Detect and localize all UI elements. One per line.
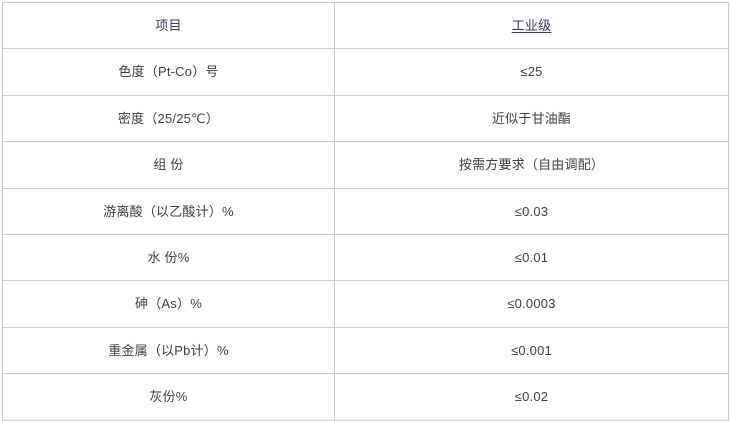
column-header-grade-label: 工业级 — [511, 17, 552, 33]
cell-grade: ≤0.03 — [334, 188, 729, 235]
cell-item: 灰份% — [2, 373, 335, 421]
cell-item: 游离酸（以乙酸计）% — [2, 188, 335, 235]
cell-item-text: 组 份 — [153, 157, 184, 173]
cell-item-text: 重金属（以Pb计）% — [108, 342, 229, 358]
cell-item: 水 份% — [2, 234, 335, 282]
column-header-item: 项目 — [2, 2, 335, 50]
cell-grade: 按需方要求（自由调配） — [334, 141, 729, 189]
table-row: 色度（Pt-Co）号 ≤25 — [2, 48, 729, 96]
cell-item-text: 密度（25/25℃） — [117, 110, 220, 126]
table-row: 重金属（以Pb计）% ≤0.001 — [2, 327, 729, 375]
cell-grade-text: 近似于甘油酯 — [491, 110, 572, 126]
cell-grade: ≤0.01 — [334, 234, 729, 282]
cell-item: 重金属（以Pb计）% — [2, 327, 335, 375]
cell-item-text: 灰份% — [149, 389, 188, 405]
table-row: 密度（25/25℃） 近似于甘油酯 — [2, 95, 729, 143]
cell-item-text: 游离酸（以乙酸计）% — [103, 203, 234, 219]
cell-item-text: 色度（Pt-Co）号 — [118, 64, 219, 80]
table-row: 游离酸（以乙酸计）% ≤0.03 — [2, 188, 729, 235]
table-row: 水 份% ≤0.01 — [2, 234, 729, 282]
column-header-grade: 工业级 — [334, 2, 729, 50]
cell-grade-text: ≤0.001 — [511, 342, 552, 358]
cell-item: 组 份 — [2, 141, 335, 189]
table-header-row: 项目 工业级 — [2, 2, 729, 50]
cell-grade: ≤0.02 — [334, 373, 729, 421]
cell-grade-text: ≤0.0003 — [507, 296, 556, 312]
cell-grade-text: ≤0.03 — [514, 203, 549, 219]
column-header-item-label: 项目 — [155, 17, 182, 33]
cell-item: 密度（25/25℃） — [2, 95, 335, 143]
cell-grade: ≤0.001 — [334, 327, 729, 375]
cell-item: 砷（As）% — [2, 280, 335, 328]
cell-grade-text: ≤0.01 — [514, 249, 549, 265]
cell-item: 色度（Pt-Co）号 — [2, 48, 335, 96]
table-row: 灰份% ≤0.02 — [2, 373, 729, 421]
cell-grade-text: 按需方要求（自由调配） — [458, 157, 605, 173]
cell-item-text: 水 份% — [147, 249, 190, 265]
table-header: 项目 工业级 — [2, 2, 729, 50]
table-body: 色度（Pt-Co）号 ≤25 密度（25/25℃） 近似于甘油酯 组 份 — [2, 48, 729, 421]
table-row: 组 份 按需方要求（自由调配） — [2, 141, 729, 189]
cell-grade-text: ≤0.02 — [514, 389, 549, 405]
cell-grade: 近似于甘油酯 — [334, 95, 729, 143]
cell-item-text: 砷（As）% — [135, 296, 202, 312]
cell-grade: ≤0.0003 — [334, 280, 729, 328]
cell-grade-text: ≤25 — [520, 64, 543, 80]
table-row: 砷（As）% ≤0.0003 — [2, 280, 729, 328]
cell-grade: ≤25 — [334, 48, 729, 96]
